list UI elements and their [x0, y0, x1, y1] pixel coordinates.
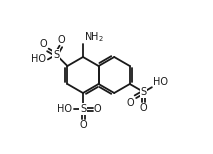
Text: NH$_2$: NH$_2$	[84, 30, 104, 43]
Text: S: S	[80, 104, 86, 114]
Text: HO: HO	[57, 104, 72, 114]
Text: O: O	[39, 39, 47, 49]
Text: O: O	[140, 103, 147, 113]
Text: O: O	[94, 104, 102, 114]
Text: S: S	[141, 87, 147, 97]
Text: HO: HO	[153, 77, 168, 87]
Text: O: O	[79, 120, 87, 130]
Text: O: O	[127, 98, 134, 108]
Text: O: O	[57, 35, 65, 45]
Text: S: S	[53, 50, 59, 60]
Text: HO: HO	[31, 54, 46, 64]
